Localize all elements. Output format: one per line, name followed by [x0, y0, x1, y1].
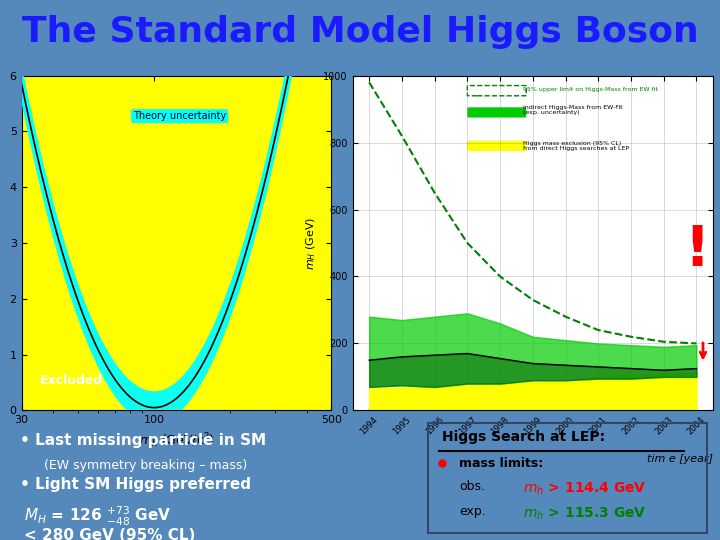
- FancyBboxPatch shape: [467, 107, 526, 118]
- Text: tim e [year]: tim e [year]: [647, 454, 713, 464]
- FancyBboxPatch shape: [467, 141, 526, 151]
- Text: < 280 GeV (95% CL): < 280 GeV (95% CL): [24, 528, 196, 540]
- Text: The Standard Model Higgs Boson: The Standard Model Higgs Boson: [22, 16, 698, 49]
- Text: (EW symmetry breaking – mass): (EW symmetry breaking – mass): [44, 459, 248, 472]
- Text: Higgs mass exclusion (95% CL)
from direct Higgs searches at LEP: Higgs mass exclusion (95% CL) from direc…: [523, 140, 629, 151]
- Text: mass limits:: mass limits:: [459, 457, 544, 470]
- X-axis label: $m_h$ (GeV/c$^2$): $m_h$ (GeV/c$^2$): [138, 431, 215, 449]
- Text: obs.: obs.: [459, 480, 485, 493]
- Y-axis label: $m_H$ (GeV): $m_H$ (GeV): [305, 217, 318, 269]
- Text: exp.: exp.: [459, 505, 486, 518]
- Text: $m_h$ > 115.3 GeV: $m_h$ > 115.3 GeV: [523, 505, 647, 522]
- Y-axis label: $\Delta\chi^2$: $\Delta\chi^2$: [0, 229, 4, 257]
- Text: Theory uncertainty: Theory uncertainty: [133, 111, 226, 121]
- Text: $M_H$ = 126 $^{+73}_{-48}$ GeV: $M_H$ = 126 $^{+73}_{-48}$ GeV: [24, 504, 171, 528]
- Text: • Light SM Higgs preferred: • Light SM Higgs preferred: [19, 477, 251, 492]
- Text: indirect Higgs-Mass from EW-Fit
(exp. uncertainty): indirect Higgs-Mass from EW-Fit (exp. un…: [523, 105, 623, 116]
- Text: Higgs Search at LEP:: Higgs Search at LEP:: [442, 430, 606, 444]
- Text: • Last missing particle in SM: • Last missing particle in SM: [19, 433, 266, 448]
- Text: !: !: [684, 222, 709, 276]
- Text: Excluded: Excluded: [40, 374, 104, 387]
- Text: 95% upper limit on Higgs-Mass from EW fit: 95% upper limit on Higgs-Mass from EW fi…: [523, 87, 658, 92]
- Text: $m_h$ > 114.4 GeV: $m_h$ > 114.4 GeV: [523, 480, 647, 497]
